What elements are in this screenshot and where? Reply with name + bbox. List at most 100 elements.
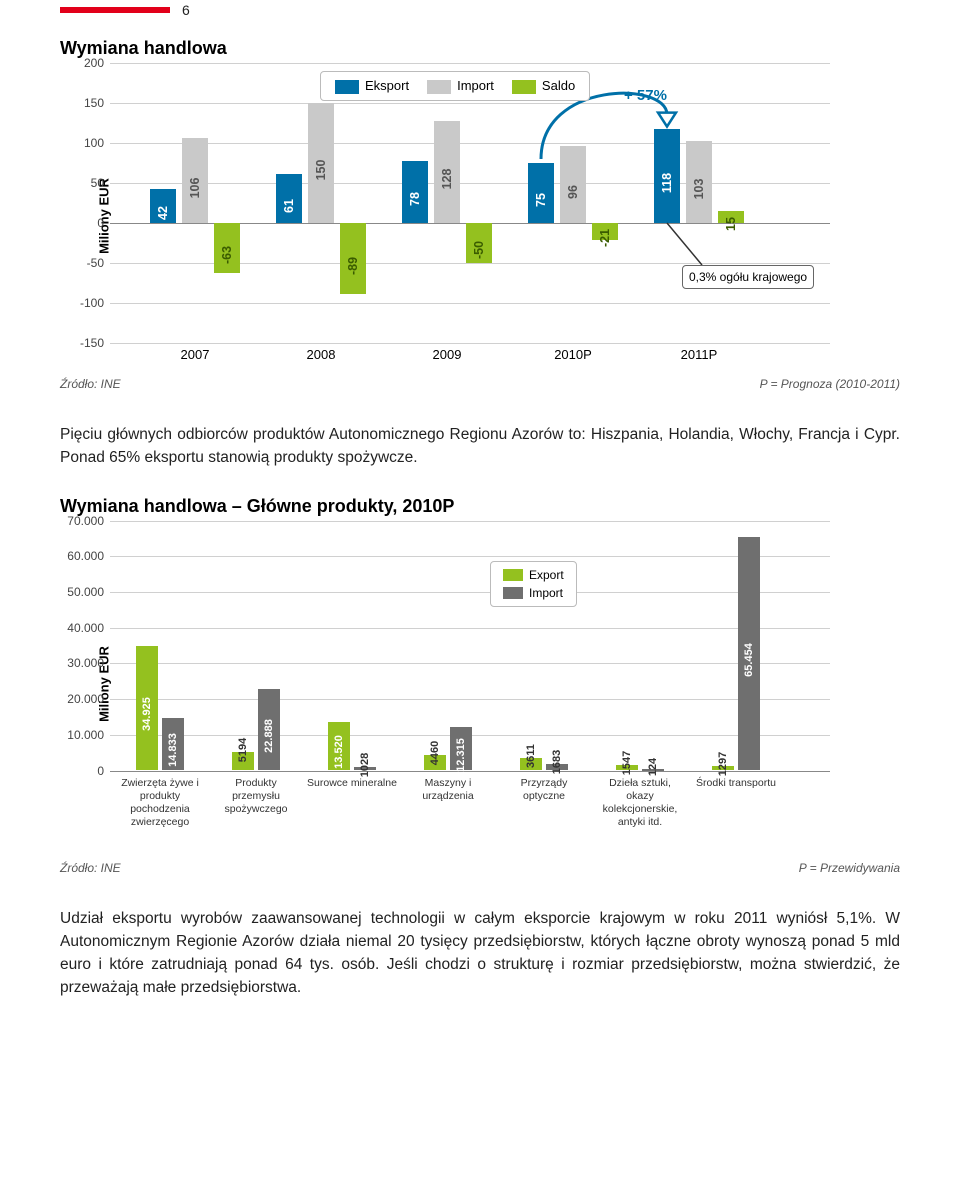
chart2-bar: 5194 — [232, 752, 254, 771]
chart1-bar: 103 — [686, 141, 712, 223]
chart1-bar: 118 — [654, 129, 680, 223]
chart1-arrow — [110, 63, 830, 343]
chart2-bar: 1683 — [546, 764, 568, 770]
paragraph-2: Udział eksportu wyrobów zaawansowanej te… — [60, 907, 900, 1000]
chart2-x-labels: Zwierzęta żywe i produkty pochodzenia zw… — [110, 777, 830, 847]
chart2-bar-value: 14.833 — [167, 733, 179, 767]
chart1-bar-value: 150 — [314, 160, 328, 181]
chart1-bar: -63 — [214, 223, 240, 273]
chart1-bar: 96 — [560, 146, 586, 223]
chart2-x-tick: Przyrządy optyczne — [499, 777, 589, 803]
chart2-bar: 4460 — [424, 755, 446, 771]
chart2-bar: 1547 — [616, 765, 638, 771]
chart2-y-tick: 40.000 — [67, 621, 110, 635]
chart1-plot: -150-100-5005010015020042106-63200761150… — [110, 63, 830, 343]
chart2-source: Źródło: INE — [60, 861, 121, 875]
chart1-bar-value: 118 — [660, 173, 674, 193]
chart2-y-tick: 60.000 — [67, 549, 110, 563]
chart2: Miliony EUR 010.00020.00030.00040.00050.… — [110, 521, 900, 847]
chart2-y-tick: 20.000 — [67, 692, 110, 706]
chart1-bar-value: -21 — [598, 229, 612, 247]
chart1-pct-annotation: + 57% — [624, 87, 667, 104]
chart2-y-tick: 10.000 — [67, 728, 110, 742]
chart2-legend: Export Import — [490, 561, 577, 607]
chart2-footnote: P = Przewidywania — [799, 861, 900, 875]
chart2-x-tick: Maszyny i urządzenia — [403, 777, 493, 803]
chart1-x-tick: 2011P — [681, 347, 718, 362]
chart1-bar-value: 106 — [188, 177, 202, 198]
chart2-bar-value: 1683 — [551, 750, 563, 774]
chart2-x-tick: Środki transportu — [691, 777, 781, 790]
chart1-y-tick: -50 — [87, 256, 110, 270]
chart1-bar-value: -89 — [346, 257, 360, 275]
legend-item: Export — [503, 568, 564, 582]
chart2-bar-value: 12.315 — [455, 738, 467, 772]
chart1-bar: -50 — [466, 223, 492, 263]
paragraph-1: Pięciu głównych odbiorców produktów Auto… — [60, 423, 900, 470]
chart2-bar-value: 3611 — [525, 744, 537, 768]
chart1-bar-value: 42 — [156, 206, 170, 220]
legend-item: Eksport — [335, 78, 409, 94]
chart1-y-tick: 200 — [84, 56, 110, 70]
chart2-bar-value: 1297 — [717, 752, 729, 776]
chart2-y-tick: 50.000 — [67, 585, 110, 599]
chart2-bar-value: 22.888 — [263, 719, 275, 753]
page-header: 6 — [60, 0, 900, 18]
chart1-bar: 128 — [434, 121, 460, 223]
chart1-y-tick: 100 — [84, 136, 110, 150]
chart1-bar-value: 15 — [724, 217, 738, 231]
chart2-bar-value: 65.454 — [743, 643, 755, 677]
chart2-bar-value: 4460 — [429, 740, 441, 764]
chart1-y-tick: 50 — [91, 176, 110, 190]
chart2-y-tick: 70.000 — [67, 514, 110, 528]
chart1-bar-value: 96 — [566, 185, 580, 199]
chart1-bar-value: 61 — [282, 199, 296, 213]
chart1-bar: 106 — [182, 138, 208, 223]
chart1-bar-value: -50 — [472, 241, 486, 259]
legend-item: Saldo — [512, 78, 575, 94]
page: 6 Wymiana handlowa Miliony EUR EksportIm… — [0, 0, 960, 1066]
chart1-bar-value: 75 — [534, 193, 548, 207]
chart1-callout: 0,3% ogółu krajowego — [682, 265, 814, 289]
chart1-y-tick: 0 — [97, 216, 110, 230]
chart2-bar: 3611 — [520, 758, 542, 771]
chart1-x-tick: 2010P — [554, 347, 592, 362]
chart1-x-tick: 2009 — [433, 347, 462, 362]
chart2-bar-value: 1028 — [359, 753, 371, 777]
chart2-bar-value: 13.520 — [333, 736, 345, 770]
chart2-x-tick: Dzieła sztuki, okazy kolekcjonerskie, an… — [595, 777, 685, 830]
chart1-bar: 78 — [402, 161, 428, 223]
legend-item: Import — [503, 586, 564, 600]
chart2-title: Wymiana handlowa – Główne produkty, 2010… — [60, 496, 900, 517]
chart1: Miliony EUR EksportImportSaldo -150-100-… — [110, 63, 900, 369]
chart2-bar: 13.520 — [328, 722, 350, 770]
chart2-bar: 1028 — [354, 767, 376, 771]
chart2-bar-value: 34.925 — [141, 697, 153, 731]
chart1-bar: 150 — [308, 103, 334, 223]
chart2-bar-value: 5194 — [237, 738, 249, 762]
chart2-plot: 010.00020.00030.00040.00050.00060.00070.… — [110, 521, 830, 771]
chart1-bar: -89 — [340, 223, 366, 294]
legend-item: Import — [427, 78, 494, 94]
chart1-bar: 61 — [276, 174, 302, 223]
chart2-bar: 12.315 — [450, 727, 472, 771]
chart1-footnote: P = Prognoza (2010-2011) — [760, 377, 900, 391]
chart1-y-tick: 150 — [84, 96, 110, 110]
chart1-bar-value: 78 — [408, 192, 422, 206]
chart2-x-tick: Surowce mineralne — [307, 777, 397, 790]
chart1-y-tick: -100 — [80, 296, 110, 310]
chart1-x-tick: 2007 — [181, 347, 210, 362]
chart1-bar: -21 — [592, 223, 618, 240]
chart2-bar: 14.833 — [162, 718, 184, 771]
chart1-bar-value: 128 — [440, 168, 454, 189]
chart1-x-tick: 2008 — [307, 347, 336, 362]
chart2-bar: 1297 — [712, 766, 734, 771]
chart1-legend: Eksport Import Saldo — [320, 71, 590, 101]
chart1-bar: 42 — [150, 189, 176, 223]
chart2-bar-value: 124 — [647, 757, 659, 775]
chart2-x-tick: Zwierzęta żywe i produkty pochodzenia zw… — [115, 777, 205, 830]
accent-bar — [60, 7, 170, 13]
chart1-source: Źródło: INE — [60, 377, 121, 391]
chart1-bar: 75 — [528, 163, 554, 223]
page-number: 6 — [182, 2, 190, 18]
